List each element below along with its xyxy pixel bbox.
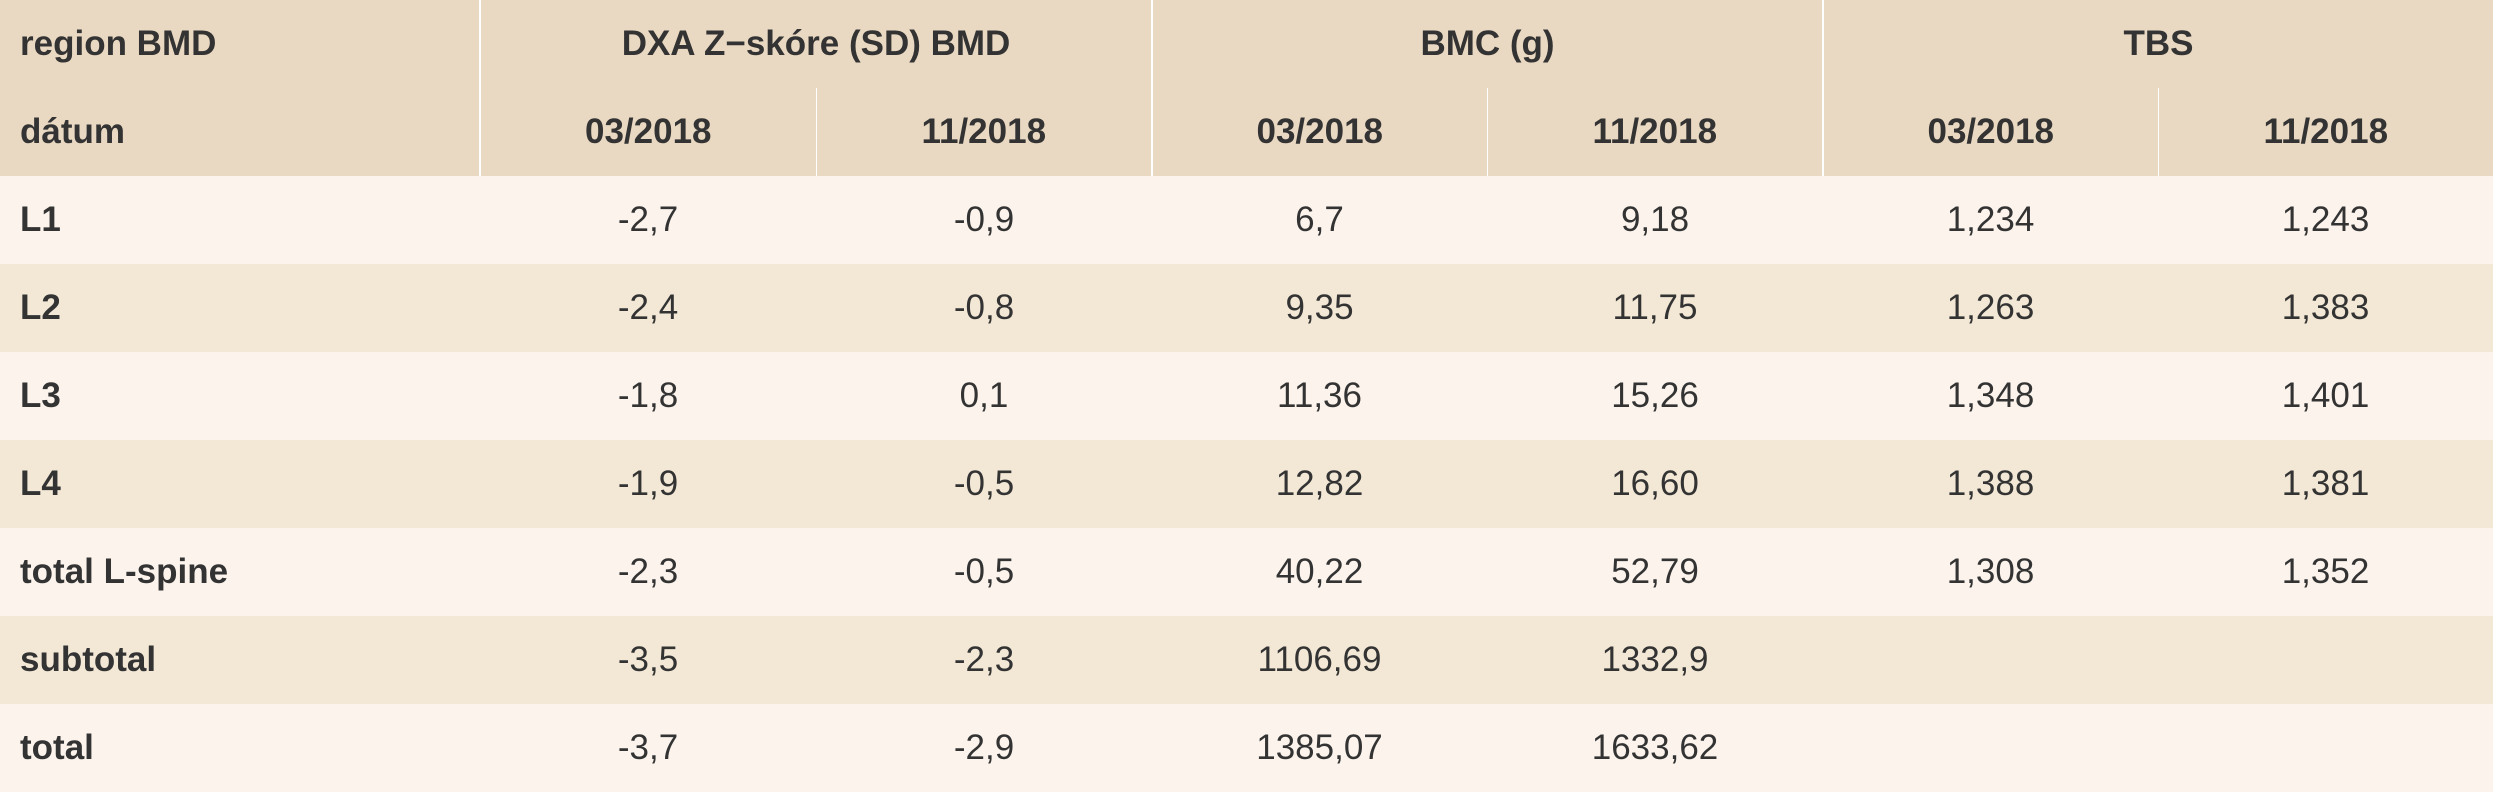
header-group-dxa-zscore: DXA Z−skóre (SD) BMD	[479, 0, 1152, 88]
table-cell	[1823, 704, 2158, 792]
table-cell: -0,5	[953, 464, 1015, 503]
table-cell: -0,9	[953, 200, 1015, 239]
table-cell	[2158, 704, 2493, 792]
header-row-groups: region BMD DXA Z−skóre (SD) BMD BMC (g) …	[0, 0, 2493, 88]
table-row: L2 -2,4 -0,8 9,35 11,75 1,263 1,383	[0, 264, 2493, 352]
row-label: L2	[20, 288, 61, 327]
table-cell: 0,1	[959, 376, 1009, 415]
header-date: 03/2018	[1151, 88, 1487, 176]
table-cell: -0,8	[953, 288, 1015, 327]
header-region-label: region BMD	[20, 24, 217, 63]
header-group-tbs: TBS	[1822, 0, 2493, 88]
table-row: L1 -2,7 -0,9 6,7 9,18 1,234 1,243	[0, 176, 2493, 264]
header-date: 03/2018	[1822, 88, 2158, 176]
row-label: L4	[20, 464, 61, 503]
table-cell: -2,4	[617, 288, 679, 327]
table-row: total -3,7 -2,9 1385,07 1633,62	[0, 704, 2493, 792]
table-cell: 1106,69	[1257, 640, 1382, 679]
table-cell: 1,388	[1946, 464, 2035, 503]
header-row-dates: dátum 03/2018 11/2018 03/2018 11/2018 03…	[0, 88, 2493, 176]
row-label: total	[20, 728, 94, 767]
header-date: 11/2018	[1486, 88, 1823, 176]
table-cell: 11,36	[1277, 376, 1362, 415]
table-cell: 1,352	[2281, 552, 2370, 591]
row-label: L3	[20, 376, 61, 415]
table-cell: 6,7	[1295, 200, 1344, 239]
header-date-label: dátum	[20, 112, 125, 151]
row-label: subtotal	[20, 640, 157, 679]
table-row: L3 -1,8 0,1 11,36 15,26 1,348 1,401	[0, 352, 2493, 440]
table-cell: 1,401	[2281, 376, 2370, 415]
header-date: 11/2018	[2157, 88, 2493, 176]
table-cell: 9,35	[1285, 288, 1354, 327]
table-cell: 1,348	[1946, 376, 2035, 415]
table-cell: -2,3	[953, 640, 1015, 679]
row-label: L1	[20, 200, 61, 239]
table-cell: -1,9	[617, 464, 679, 503]
table-cell	[2158, 616, 2493, 704]
table-cell: -1,8	[617, 376, 679, 415]
table-row: subtotal -3,5 -2,3 1106,69 1332,9	[0, 616, 2493, 704]
table-cell: 1,263	[1946, 288, 2035, 327]
table-cell: -2,3	[617, 552, 679, 591]
table-cell: 1,383	[2281, 288, 2370, 327]
table-cell: -2,7	[617, 200, 679, 239]
header-group-bmc: BMC (g)	[1151, 0, 1823, 88]
table-cell: -3,5	[617, 640, 679, 679]
table-cell: 1633,62	[1591, 728, 1719, 767]
table-row: L4 -1,9 -0,5 12,82 16,60 1,388 1,381	[0, 440, 2493, 528]
table-cell: 1,243	[2281, 200, 2370, 239]
table-cell: 16,60	[1611, 464, 1699, 503]
row-label: total L-spine	[20, 552, 229, 591]
table-cell: 12,82	[1275, 464, 1364, 503]
table-cell: 1,234	[1946, 200, 2035, 239]
table-cell: -0,5	[953, 552, 1015, 591]
table-cell: -3,7	[617, 728, 679, 767]
table-cell: -2,9	[953, 728, 1015, 767]
table-cell: 1385,07	[1256, 728, 1383, 767]
table-cell: 1332,9	[1601, 640, 1709, 679]
table-cell: 1,381	[2281, 464, 2370, 503]
table-cell: 40,22	[1275, 552, 1364, 591]
table-row: total L-spine -2,3 -0,5 40,22 52,79 1,30…	[0, 528, 2493, 616]
header-date: 11/2018	[815, 88, 1152, 176]
table-cell: 52,79	[1611, 552, 1699, 591]
table-cell: 9,18	[1620, 200, 1690, 239]
table-cell: 15,26	[1611, 376, 1699, 415]
table-cell: 1,308	[1946, 552, 2035, 591]
table-cell: 11,75	[1612, 288, 1698, 327]
header-date: 03/2018	[479, 88, 816, 176]
table-cell	[1823, 616, 2158, 704]
